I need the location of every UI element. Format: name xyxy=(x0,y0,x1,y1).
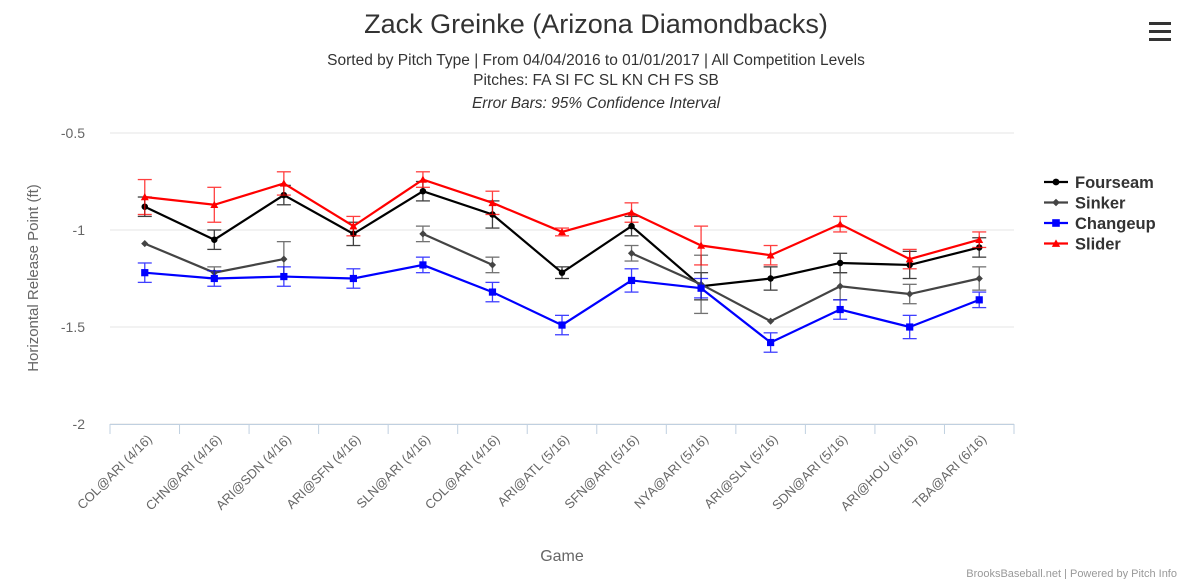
y-tick-label: -1.5 xyxy=(61,319,85,335)
legend-item-slider[interactable]: Slider xyxy=(1044,236,1121,254)
series-sinker-point[interactable] xyxy=(767,317,775,325)
chart-subtitle-error-bars: Error Bars: 95% Confidence Interval xyxy=(472,95,721,112)
series-fourseam xyxy=(137,180,987,301)
legend-swatch-marker xyxy=(1052,198,1060,207)
legend-label: Changeup xyxy=(1075,215,1156,233)
series-changeup-point[interactable] xyxy=(210,274,218,283)
menu-button[interactable] xyxy=(1140,16,1176,48)
y-axis-label: Horizontal Release Point (ft) xyxy=(25,184,42,372)
legend: Fourseam Sinker Changeup Slider xyxy=(1044,174,1156,254)
chart-title: Zack Greinke (Arizona Diamondbacks) xyxy=(364,9,828,39)
x-axis-ticks: COL@ARI (4/16)CHN@ARI (4/16)ARI@SDN (4/1… xyxy=(74,424,1015,514)
series-sinker-point[interactable] xyxy=(141,239,149,248)
x-tick-label: SFN@ARI (5/16) xyxy=(561,432,641,512)
x-tick-label: ARI@HOU (6/16) xyxy=(838,432,920,514)
x-tick-label: TBA@ARI (6/16) xyxy=(910,432,990,512)
series-sinker-point[interactable] xyxy=(975,274,983,283)
legend-label: Sinker xyxy=(1075,195,1126,213)
series-slider-point[interactable] xyxy=(975,235,984,243)
series-slider-point[interactable] xyxy=(210,200,219,209)
x-tick-label: CHN@ARI (4/16) xyxy=(143,432,225,514)
series xyxy=(137,171,987,353)
series-sinker-error-bars xyxy=(207,225,987,315)
series-slider-point[interactable] xyxy=(627,208,636,216)
series-changeup-point[interactable] xyxy=(975,296,983,304)
series-slider-point[interactable] xyxy=(418,175,427,183)
series-changeup-point[interactable] xyxy=(906,323,914,331)
series-fourseam-point[interactable] xyxy=(767,275,774,282)
series-changeup-point[interactable] xyxy=(488,288,497,296)
legend-item-sinker[interactable]: Sinker xyxy=(1044,195,1126,213)
series-sinker-point[interactable] xyxy=(280,255,288,263)
series-slider-point[interactable] xyxy=(836,220,845,228)
hamburger-icon xyxy=(1149,22,1171,41)
legend-swatch-marker xyxy=(1051,239,1061,247)
series-sinker-point[interactable] xyxy=(906,290,914,298)
x-tick-label: ARI@SLN (5/16) xyxy=(701,432,781,512)
series-slider-point[interactable] xyxy=(279,179,288,187)
series-changeup-point[interactable] xyxy=(697,284,705,292)
chart-credits[interactable]: BrooksBaseball.net | Powered by Pitch In… xyxy=(966,568,1177,579)
series-changeup-point[interactable] xyxy=(836,305,844,314)
x-tick-label: ARI@ATL (5/16) xyxy=(494,432,572,510)
series-fourseam-point[interactable] xyxy=(628,222,635,230)
y-tick-label: -2 xyxy=(73,416,86,432)
series-slider-point[interactable] xyxy=(697,241,706,249)
chart-subtitle-line-1: Sorted by Pitch Type | From 04/04/2016 t… xyxy=(327,52,865,69)
series-changeup-point[interactable] xyxy=(280,272,288,281)
series-slider-line xyxy=(144,178,980,261)
series-changeup-point[interactable] xyxy=(627,276,636,285)
series-changeup-point[interactable] xyxy=(558,321,566,329)
series-fourseam-error-bars xyxy=(137,180,987,301)
x-tick-label: COL@ARI (4/16) xyxy=(74,432,155,513)
series-changeup-point[interactable] xyxy=(349,274,357,283)
series-sinker-point[interactable] xyxy=(419,230,427,238)
series-sinker-point[interactable] xyxy=(488,261,497,269)
chart-subtitle-line-2: Pitches: FA SI FC SL KN CH FS SB xyxy=(473,72,719,89)
series-slider xyxy=(137,171,987,270)
series-slider-point[interactable] xyxy=(558,227,566,236)
x-tick-label: ARI@SFN (4/16) xyxy=(283,432,363,512)
legend-swatch-marker xyxy=(1052,219,1060,227)
y-tick-label: -1 xyxy=(73,222,86,238)
series-sinker xyxy=(141,225,987,325)
legend-item-changeup[interactable]: Changeup xyxy=(1044,215,1156,233)
series-changeup xyxy=(137,256,987,353)
x-tick-label: COL@ARI (4/16) xyxy=(422,432,503,513)
x-axis-label: Game xyxy=(540,548,584,565)
series-sinker-point[interactable] xyxy=(836,282,844,290)
series-changeup-point[interactable] xyxy=(767,338,775,347)
legend-label: Slider xyxy=(1075,236,1121,254)
series-changeup-point[interactable] xyxy=(141,269,149,277)
legend-item-fourseam[interactable]: Fourseam xyxy=(1044,174,1154,192)
series-fourseam-point[interactable] xyxy=(558,269,566,276)
series-fourseam-point[interactable] xyxy=(419,187,427,195)
series-fourseam-point[interactable] xyxy=(836,259,844,267)
x-tick-label: NYA@ARI (5/16) xyxy=(631,432,711,512)
x-tick-label: SDN@ARI (5/16) xyxy=(769,432,850,513)
y-tick-label: -0.5 xyxy=(61,125,85,141)
series-slider-error-bars xyxy=(137,171,987,270)
series-slider-point[interactable] xyxy=(140,193,149,201)
series-slider-point[interactable] xyxy=(349,222,358,230)
series-slider-point[interactable] xyxy=(905,255,914,263)
series-changeup-point[interactable] xyxy=(419,261,427,269)
series-slider-point[interactable] xyxy=(488,198,497,207)
legend-label: Fourseam xyxy=(1075,174,1154,192)
series-fourseam-point[interactable] xyxy=(211,236,218,243)
y-axis-ticks: -0.5 -1 -1.5 -2 xyxy=(61,125,85,432)
x-tick-label: SLN@ARI (4/16) xyxy=(353,432,433,512)
legend-swatch-marker xyxy=(1052,178,1060,186)
series-sinker-point[interactable] xyxy=(627,249,636,257)
x-tick-label: ARI@SDN (4/16) xyxy=(213,432,294,513)
series-slider-point[interactable] xyxy=(766,251,775,259)
